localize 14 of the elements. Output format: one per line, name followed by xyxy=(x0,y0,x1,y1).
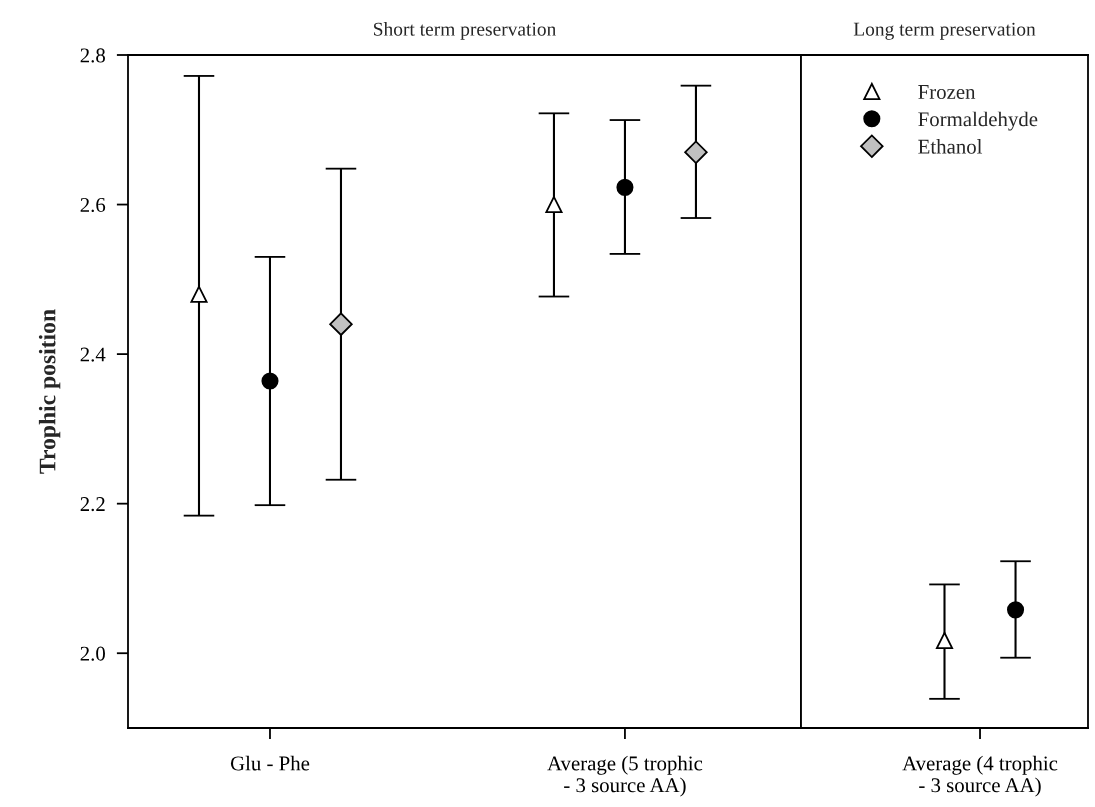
chart-title: Long term preservation xyxy=(853,22,1036,40)
y-axis-title: Trophic position xyxy=(38,309,61,474)
legend-label: Ethanol xyxy=(918,139,983,154)
legend-label: Formaldehyde xyxy=(918,111,1038,131)
y-tick-label: 2.0 xyxy=(80,646,105,661)
y-tick-label: 2.8 xyxy=(80,48,105,63)
legend-label: Frozen xyxy=(918,85,976,99)
y-tick-label: 2.4 xyxy=(80,347,106,362)
x-tick-label: Glu - Phe xyxy=(230,755,310,771)
x-tick-label: Average (4 trophic - 3 source AA) xyxy=(902,755,1058,797)
y-tick-label: 2.2 xyxy=(80,497,105,512)
chart-title: Short term preservation xyxy=(374,22,556,40)
y-tick-label: 2.6 xyxy=(80,197,106,213)
x-tick-label: Average (5 trophic - 3 source AA) xyxy=(547,755,703,797)
